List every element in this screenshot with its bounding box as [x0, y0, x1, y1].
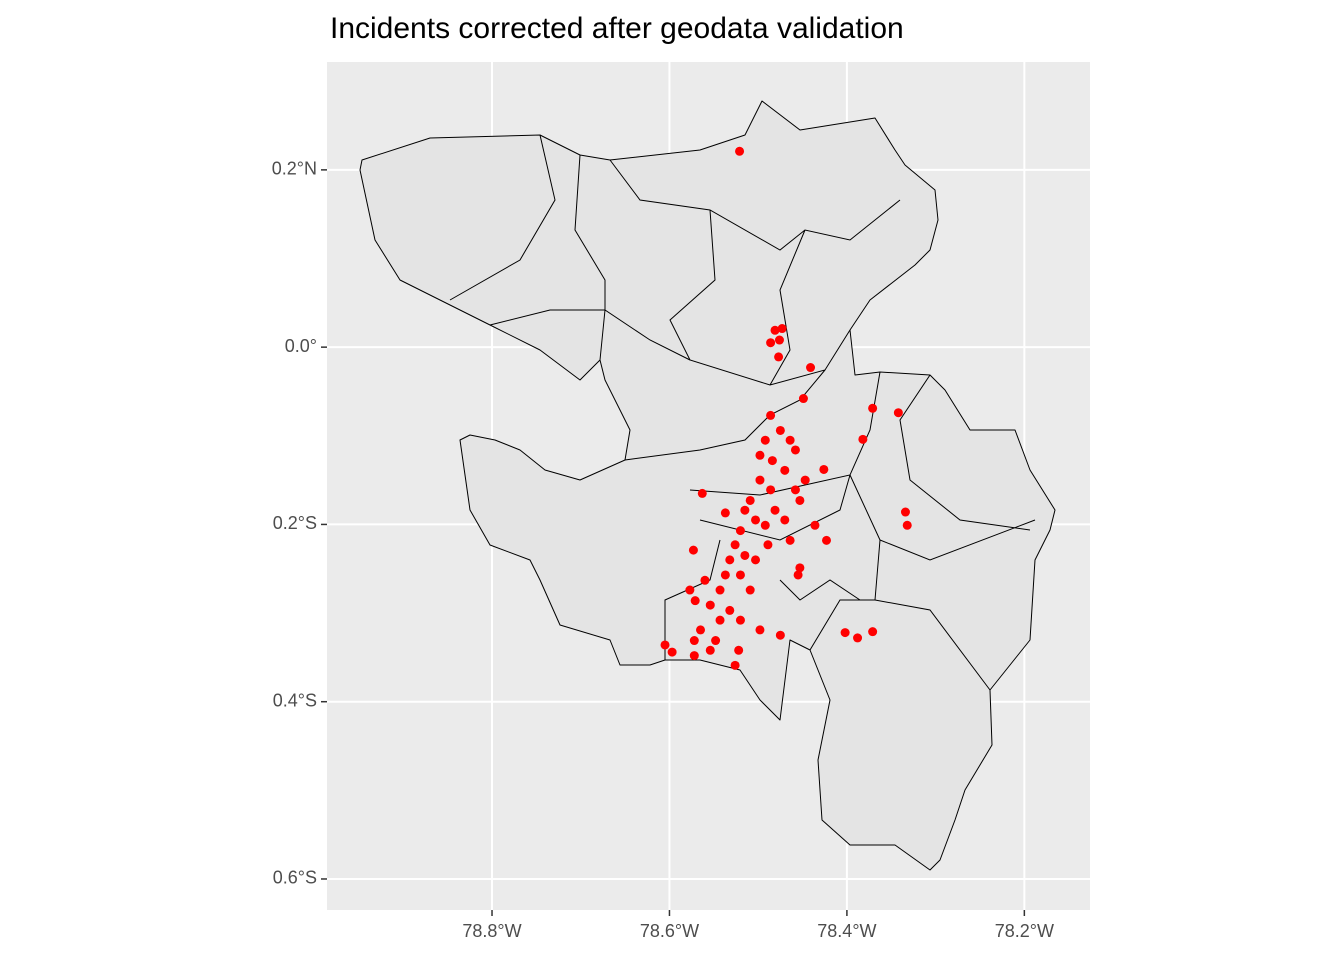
incident-point: [730, 660, 740, 670]
incident-point: [790, 485, 800, 495]
incident-point: [840, 628, 850, 638]
incident-point: [770, 505, 780, 515]
incident-point: [763, 540, 773, 550]
incident-point: [868, 627, 878, 637]
incident-point: [853, 633, 863, 643]
incident-point: [785, 535, 795, 545]
incident-point: [740, 550, 750, 560]
incident-point: [868, 403, 878, 413]
incident-point: [755, 450, 765, 460]
x-tick-label: 78.8°W: [462, 921, 521, 941]
incident-point: [711, 636, 721, 646]
y-tick-label: 0.6°S: [273, 868, 317, 888]
incident-point: [735, 526, 745, 536]
incident-point: [660, 640, 670, 650]
incident-point: [755, 625, 765, 635]
incident-point: [689, 651, 699, 661]
region-border: [449, 134, 1036, 691]
incident-point: [697, 488, 707, 498]
incident-point: [795, 495, 805, 505]
incident-point: [767, 456, 777, 466]
incident-point: [751, 515, 761, 525]
incident-point: [902, 520, 912, 530]
incident-point: [705, 645, 715, 655]
incident-point: [775, 425, 785, 435]
incident-point: [793, 570, 803, 580]
incident-point: [766, 338, 776, 348]
axes: 78.8°W 78.6°W 78.4°W 78.2°W 0.2°N 0.0° 0.2°S 0.…: [272, 159, 1054, 941]
incident-point: [740, 505, 750, 515]
incident-point: [720, 508, 730, 518]
incident-point: [800, 475, 810, 485]
y-tick-label: 0.4°S: [273, 690, 317, 710]
points: [660, 146, 912, 670]
incident-point: [821, 535, 831, 545]
incident-point: [795, 563, 805, 573]
incident-point: [688, 545, 698, 555]
incident-point: [806, 363, 816, 373]
incident-point: [780, 515, 790, 525]
incident-point: [700, 575, 710, 585]
y-tick-label: 0.2°N: [272, 159, 317, 179]
incident-point: [696, 625, 706, 635]
incident-point: [735, 570, 745, 580]
incident-point: [790, 445, 800, 455]
incident-point: [705, 600, 715, 610]
incident-point: [715, 615, 725, 625]
incident-point: [774, 335, 784, 345]
region-outline: [359, 100, 1056, 871]
incident-point: [745, 495, 755, 505]
incident-point: [760, 435, 770, 445]
incident-point: [689, 636, 699, 646]
map-regions: [359, 100, 1056, 871]
incident-point: [734, 645, 744, 655]
incident-point: [720, 570, 730, 580]
incident-point: [893, 408, 903, 418]
chart-title: Incidents corrected after geodata valida…: [330, 12, 904, 45]
incident-point: [766, 485, 776, 495]
incident-point: [667, 647, 677, 657]
incident-point: [798, 394, 808, 404]
y-tick-label: 0.2°S: [273, 513, 317, 533]
x-tick-label: 78.2°W: [995, 921, 1054, 941]
incident-point: [785, 435, 795, 445]
incident-point: [766, 410, 776, 420]
incident-point: [730, 540, 740, 550]
y-tick-label: 0.0°: [285, 336, 317, 356]
x-tick-label: 78.6°W: [640, 921, 699, 941]
incident-point: [755, 475, 765, 485]
incident-point: [810, 520, 820, 530]
incident-point: [770, 325, 780, 335]
incident-point: [685, 585, 695, 595]
incident-point: [774, 352, 784, 362]
incident-point: [751, 555, 761, 565]
incident-point: [725, 555, 735, 565]
incident-point: [690, 596, 700, 606]
incident-point: [735, 615, 745, 625]
incident-point: [777, 324, 787, 334]
incident-point: [745, 585, 755, 595]
incident-point: [775, 630, 785, 640]
incident-point: [715, 585, 725, 595]
incident-point: [735, 146, 745, 156]
incident-point: [760, 520, 770, 530]
incident-point: [900, 507, 910, 517]
x-tick-label: 78.4°W: [817, 921, 876, 941]
incident-point: [780, 465, 790, 475]
incident-point: [858, 434, 868, 444]
incident-point: [725, 605, 735, 615]
incident-point: [819, 464, 829, 474]
